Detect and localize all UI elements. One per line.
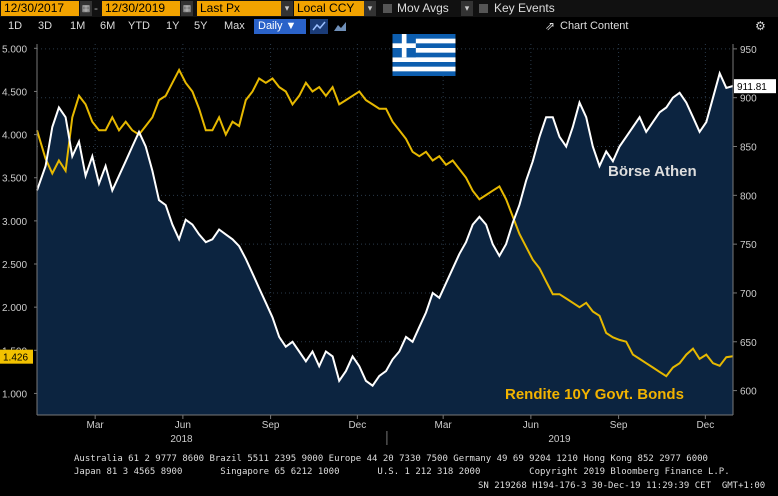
left-axis-tick-label: 2.500 xyxy=(2,260,27,271)
series-line-bonds xyxy=(36,67,734,378)
start-date-field[interactable]: 12/30/2017 xyxy=(1,1,79,16)
line-chart-icon[interactable] xyxy=(310,19,328,34)
x-axis-month-label: Mar xyxy=(87,420,105,431)
left-axis-tick-label: 4.000 xyxy=(2,131,27,142)
right-axis-tick-label: 650 xyxy=(740,338,757,349)
series-line-athen xyxy=(36,70,734,388)
right-axis-tick-label: 850 xyxy=(740,143,757,154)
bonds-last-value-box xyxy=(0,349,33,364)
field-dropdown-icon[interactable]: ▾ xyxy=(281,1,293,16)
left-axis-tick-label: 1.000 xyxy=(2,389,27,400)
legend-bonds: Rendite 10Y Govt. Bonds xyxy=(505,386,684,403)
currency-dropdown-icon[interactable]: ▾ xyxy=(364,1,376,16)
greece-flag-icon xyxy=(392,34,456,76)
line-chart-icon-glyph xyxy=(312,21,326,31)
range-button-6m[interactable]: 6M xyxy=(100,20,116,32)
right-axis-tick-label: 700 xyxy=(740,289,757,300)
period-selector[interactable]: Daily ▼ xyxy=(254,19,306,34)
area-chart-icon-glyph xyxy=(334,22,346,31)
bonds-last-value: 1.426 xyxy=(3,353,28,364)
field-selector[interactable]: Last Px xyxy=(197,1,281,16)
footer-contacts-2: Japan 81 3 4565 8900 Singapore 65 6212 1… xyxy=(74,467,730,477)
left-axis-tick-label: 3.500 xyxy=(2,174,27,185)
currency-selector[interactable]: Local CCY xyxy=(294,1,364,16)
range-button-max[interactable]: Max xyxy=(224,20,245,32)
athen-area-fill xyxy=(37,73,733,416)
athen-last-value-box xyxy=(734,79,776,94)
x-axis-year-label: 2018 xyxy=(170,434,193,445)
left-axis-tick-label: 5.000 xyxy=(2,44,27,55)
right-axis-tick-label: 600 xyxy=(740,387,757,398)
legend-athen: Börse Athen xyxy=(608,163,697,180)
right-axis: 600 650 700 750 800 850 900 950 911.81 xyxy=(732,44,776,415)
area-chart-icon[interactable] xyxy=(331,19,349,34)
key-events-checkbox[interactable] xyxy=(479,4,488,13)
price-chart: 1.0001.5002.0002.5003.0003.5004.0004.500… xyxy=(0,44,778,455)
range-button-1y[interactable]: 1Y xyxy=(166,20,180,32)
athen-last-value: 911.81 xyxy=(737,82,767,93)
x-axis-year-label: 2019 xyxy=(548,434,571,445)
footer-timestamp: SN 219268 H194-176-3 30-Dec-19 11:29:39 … xyxy=(478,481,766,491)
right-axis-tick-label: 950 xyxy=(740,45,757,56)
left-axis-tick-label: 4.500 xyxy=(2,87,27,98)
series-lines xyxy=(36,67,734,388)
gear-icon[interactable]: ⚙ xyxy=(755,19,766,33)
range-button-5y[interactable]: 5Y xyxy=(194,20,208,32)
x-axis-month-label: Dec xyxy=(696,420,714,431)
footer-contacts-1: Australia 61 2 9777 8600 Brazil 5511 239… xyxy=(74,454,708,464)
range-button-ytd[interactable]: YTD xyxy=(128,20,150,32)
toolbar-ranges xyxy=(0,17,778,36)
range-button-1m[interactable]: 1M xyxy=(70,20,86,32)
start-date-calendar-icon[interactable]: ▦ xyxy=(80,1,92,16)
right-axis-tick-label: 750 xyxy=(740,240,757,251)
mov-avgs-checkbox[interactable] xyxy=(383,4,392,13)
x-axis-month-label: Dec xyxy=(348,420,366,431)
range-button-3d[interactable]: 3D xyxy=(38,20,53,32)
key-events-label[interactable]: Key Events xyxy=(494,1,555,15)
x-axis-month-label: Mar xyxy=(435,420,453,431)
x-axis-month-label: Sep xyxy=(262,420,280,431)
date-separator: - xyxy=(94,1,98,15)
end-date-calendar-icon[interactable]: ▦ xyxy=(181,1,193,16)
right-axis-tick-label: 900 xyxy=(740,94,757,105)
mov-avgs-dropdown-icon[interactable]: ▾ xyxy=(461,1,473,16)
athen-area xyxy=(37,73,733,416)
x-axis-month-label: Sep xyxy=(610,420,628,431)
end-date-field[interactable]: 12/30/2019 xyxy=(102,1,180,16)
x-axis-month-label: Jun xyxy=(175,420,191,431)
chart-content-label[interactable]: Chart Content xyxy=(560,20,629,32)
toolbar-top: 12/30/2017 ▦ - 12/30/2019 ▦ Last Px ▾ Lo… xyxy=(0,0,778,17)
right-axis-tick-label: 800 xyxy=(740,191,757,202)
range-button-1d[interactable]: 1D xyxy=(8,20,23,32)
left-axis-tick-label: 2.000 xyxy=(2,303,27,314)
x-axis: Mar Jun Sep Dec Mar Jun Sep Dec 2018 2019 xyxy=(37,414,733,445)
mov-avgs-label[interactable]: Mov Avgs xyxy=(397,1,449,15)
axis-band xyxy=(0,415,778,455)
x-axis-month-label: Jun xyxy=(523,420,539,431)
left-axis: 1.0001.5002.0002.5003.0003.5004.0004.500… xyxy=(0,44,38,415)
left-axis-tick-label: 3.000 xyxy=(2,217,27,228)
chart-content-icon[interactable]: ⇗ xyxy=(545,19,556,33)
